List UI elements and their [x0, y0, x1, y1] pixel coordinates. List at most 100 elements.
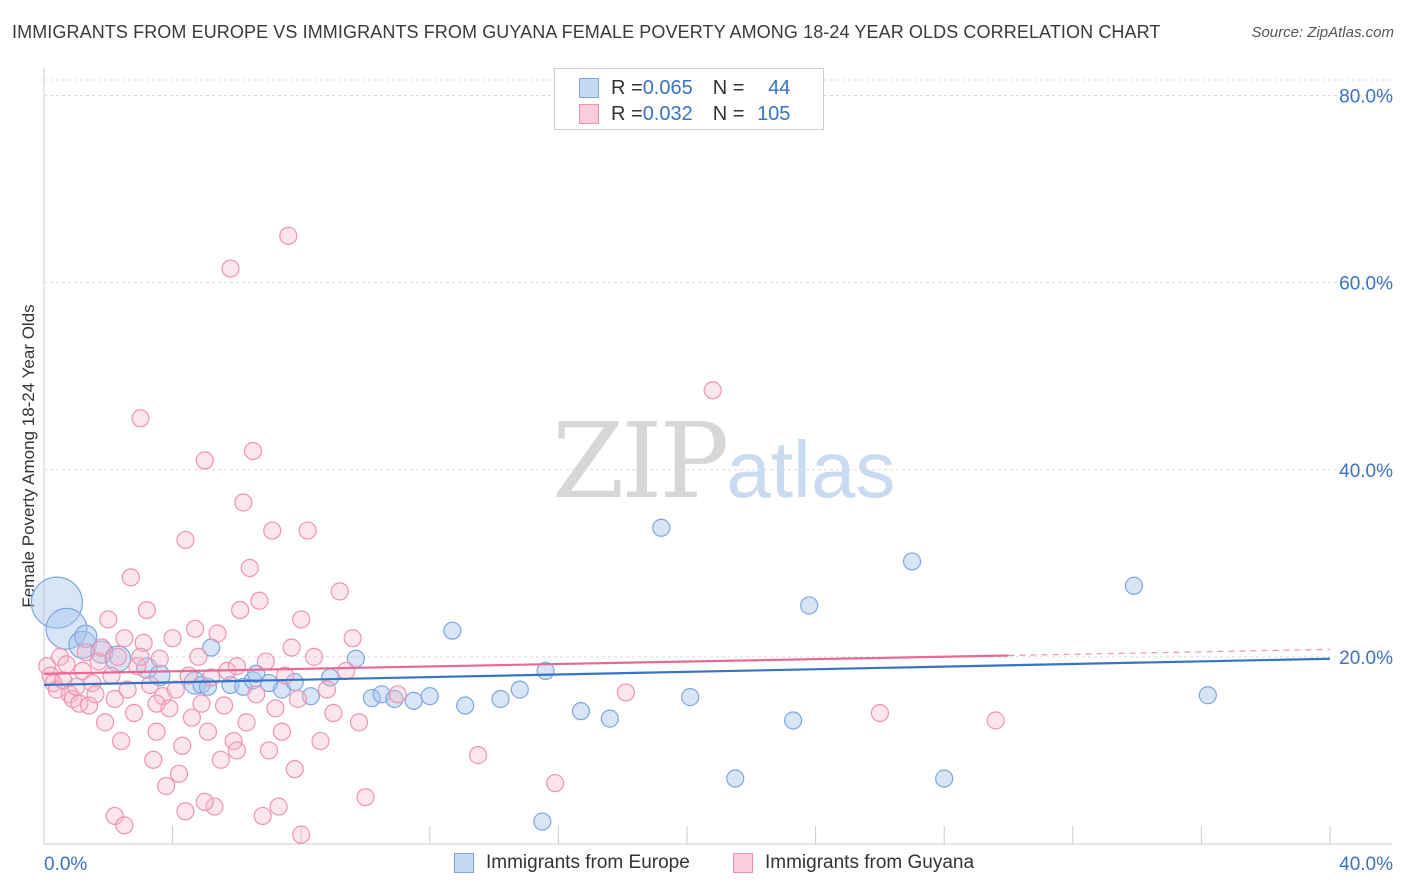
europe-r-value: 0.065 [642, 76, 693, 99]
guyana-point [870, 703, 890, 723]
guyana-point [304, 647, 324, 666]
europe-point [420, 687, 439, 706]
guyana-point [169, 764, 189, 783]
guyana-n-label: N = [712, 102, 745, 125]
guyana-point [388, 685, 407, 704]
guyana-point [186, 619, 205, 638]
guyana-point [157, 776, 176, 796]
guyana-point [192, 694, 211, 713]
guyana-r-value: 0.032 [642, 102, 693, 125]
legend-guyana-label: Immigrants from Guyana [765, 852, 975, 873]
europe-point [1198, 686, 1217, 705]
guyana-point [288, 689, 308, 709]
guyana-point [231, 600, 250, 620]
europe-n-value: 44 [768, 76, 791, 99]
guyana-point [115, 629, 134, 648]
y-tick-label: 20.0% [1339, 648, 1393, 669]
guyana-point [279, 226, 298, 245]
guyana-point [182, 708, 201, 727]
guyana-point [468, 746, 488, 765]
europe-point [800, 596, 819, 615]
guyana-point [73, 661, 92, 681]
guyana-point [198, 722, 218, 741]
guyana-point [195, 451, 214, 470]
europe-point [600, 709, 619, 728]
guyana-point [144, 750, 163, 769]
europe-point [30, 576, 83, 629]
europe-point [571, 702, 591, 721]
guyana-swatch [579, 104, 599, 124]
guyana-r-label: R = [611, 102, 643, 125]
guyana-point [349, 713, 369, 732]
europe-point [726, 769, 745, 788]
europe-point [510, 680, 529, 699]
watermark-zip: ZIP [552, 400, 729, 522]
guyana-point [99, 610, 118, 629]
europe-swatch [579, 78, 599, 98]
guyana-point [79, 696, 99, 715]
guyana-point [102, 666, 121, 685]
europe-point [45, 607, 88, 650]
guyana-point [986, 711, 1005, 730]
europe-n-label: N = [712, 76, 745, 99]
guyana-point [256, 652, 275, 671]
europe-point [533, 812, 552, 831]
legend-europe-swatch [454, 853, 474, 873]
guyana-point [137, 600, 156, 620]
x-tick-label: 40.0% [1339, 854, 1393, 875]
guyana-point [227, 657, 246, 676]
guyana-point [240, 558, 259, 578]
guyana-point [211, 750, 230, 769]
source-credit: Source: ZipAtlas.com [1251, 24, 1394, 41]
guyana-point [259, 741, 279, 760]
legend-europe-label: Immigrants from Europe [486, 852, 690, 873]
guyana-point [134, 633, 153, 652]
stats-legend-row-europe: R = 0.065 N = 44 [579, 75, 790, 101]
guyana-point [546, 774, 565, 793]
europe-point [681, 688, 700, 707]
guyana-point [237, 713, 256, 732]
europe-point [491, 689, 510, 709]
guyana-point [214, 696, 234, 715]
x-tick-label: 0.0% [44, 854, 87, 875]
guyana-point [356, 788, 375, 807]
europe-point [1124, 576, 1143, 595]
guyana-point [330, 582, 349, 601]
guyana-n-value: 105 [757, 102, 791, 125]
guyana-point [243, 441, 263, 461]
guyana-point [124, 703, 144, 723]
legend-item-guyana: Immigrants from Guyana [733, 852, 974, 874]
guyana-point [208, 624, 227, 643]
guyana-point [173, 736, 192, 755]
guyana-point [205, 797, 224, 816]
chart-title: IMMIGRANTS FROM EUROPE VS IMMIGRANTS FRO… [12, 22, 1161, 42]
guyana-point [176, 802, 195, 821]
guyana-point [115, 816, 134, 835]
guyana-point [163, 629, 182, 648]
guyana-point [234, 493, 253, 512]
guyana-point [50, 647, 70, 666]
europe-r-label: R = [611, 76, 643, 99]
guyana-point [140, 675, 160, 695]
guyana-point [343, 629, 362, 648]
guyana-point [189, 647, 208, 666]
guyana-point [269, 797, 288, 816]
y-axis-label: Female Poverty Among 18-24 Year Olds [19, 304, 38, 607]
guyana-point [272, 722, 292, 741]
guyana-point [263, 521, 282, 540]
guyana-point [298, 521, 317, 540]
guyana-point [250, 591, 269, 610]
guyana-point [247, 685, 266, 704]
guyana-point [105, 689, 124, 709]
europe-point [443, 621, 462, 640]
guyana-point [166, 680, 185, 699]
guyana-point [266, 699, 285, 718]
legend-item-europe: Immigrants from Europe [454, 852, 690, 874]
guyana-point [227, 741, 246, 760]
guyana-point [292, 610, 311, 629]
europe-point [902, 552, 922, 571]
europe-trend-line [43, 657, 1331, 687]
legend-guyana-swatch [733, 853, 753, 873]
guyana-point [89, 652, 108, 671]
